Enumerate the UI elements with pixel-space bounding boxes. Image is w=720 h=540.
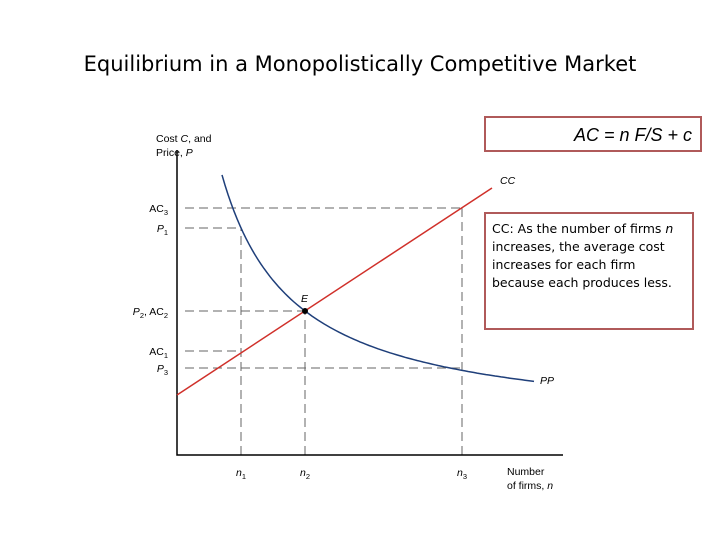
tick-label: AC3 bbox=[149, 203, 168, 217]
tick-label: n3 bbox=[457, 467, 467, 481]
tick-label: n2 bbox=[300, 467, 310, 481]
tick-label: AC1 bbox=[149, 346, 168, 360]
label-main: , AC bbox=[144, 306, 164, 318]
note-box: CC: As the number of firms n increases, … bbox=[484, 212, 694, 330]
label-sub: 2 bbox=[140, 311, 144, 320]
e-label: E bbox=[301, 293, 309, 305]
formula-box: AC = n F/S + c bbox=[484, 116, 702, 152]
label-main: P bbox=[133, 306, 140, 318]
label-sub: 1 bbox=[164, 228, 168, 237]
tick-label: P3 bbox=[157, 363, 168, 377]
label-part: of firms, bbox=[507, 480, 547, 492]
cc-curve bbox=[176, 187, 493, 396]
pp-curve bbox=[221, 174, 535, 383]
x-axis-label: of firms, n bbox=[507, 480, 553, 492]
equilibrium-point bbox=[302, 308, 308, 314]
label-part: n bbox=[547, 480, 553, 492]
axes bbox=[176, 150, 563, 456]
slide-title: Equilibrium in a Monopolistically Compet… bbox=[83, 52, 637, 76]
label-sub: 3 bbox=[164, 208, 168, 217]
note-text: CC: As the number of firms bbox=[492, 221, 666, 236]
label-sub: 1 bbox=[242, 472, 246, 481]
label-main: n bbox=[457, 467, 463, 479]
note-var: n bbox=[665, 221, 674, 236]
y-axis-label: Cost C, and bbox=[156, 133, 212, 145]
label-main: P bbox=[157, 363, 164, 375]
label-main: AC bbox=[149, 346, 164, 358]
label-part: , and bbox=[188, 133, 212, 145]
label-part: P bbox=[186, 147, 193, 159]
label-sub: 1 bbox=[164, 351, 168, 360]
label-sub: 2 bbox=[164, 311, 168, 320]
label-main: AC bbox=[149, 203, 164, 215]
label-sub: 2 bbox=[306, 472, 310, 481]
label-sub: 3 bbox=[463, 472, 467, 481]
label-sub: 3 bbox=[164, 368, 168, 377]
note-text: increases, the average cost increases fo… bbox=[492, 239, 672, 290]
label-main: n bbox=[300, 467, 306, 479]
cc-label: CC bbox=[500, 175, 516, 187]
label-part: Price, bbox=[156, 147, 186, 159]
label-main: n bbox=[236, 467, 242, 479]
guides bbox=[185, 207, 463, 455]
pp-label: PP bbox=[540, 375, 554, 387]
tick-label: P2, AC2 bbox=[133, 306, 168, 320]
y-axis-label: Price, P bbox=[156, 147, 193, 159]
label-part: Cost bbox=[156, 133, 181, 145]
x-axis-label: Number bbox=[507, 466, 545, 478]
label-main: P bbox=[157, 223, 164, 235]
label-part: C bbox=[181, 133, 189, 145]
tick-label: P1 bbox=[157, 223, 168, 237]
tick-label: n1 bbox=[236, 467, 246, 481]
